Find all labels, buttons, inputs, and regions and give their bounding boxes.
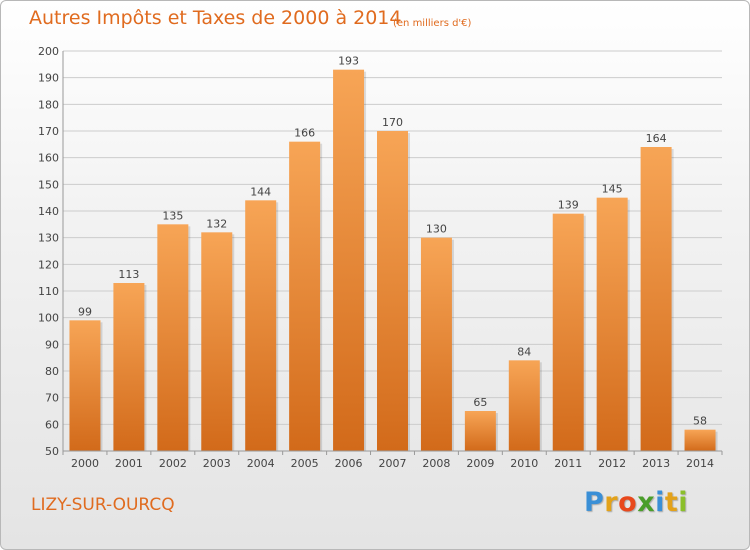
logo-letter: i <box>678 487 689 518</box>
y-tick-label: 60 <box>45 418 59 431</box>
bar <box>420 237 452 451</box>
x-tick-label: 2008 <box>422 457 450 470</box>
bar <box>552 213 584 451</box>
bar <box>640 147 672 451</box>
bar <box>377 131 408 451</box>
data-label: 164 <box>646 132 667 145</box>
y-tick-label: 200 <box>38 45 59 58</box>
data-label: 193 <box>338 55 359 68</box>
x-tick-label: 2007 <box>379 457 407 470</box>
data-label: 113 <box>118 268 139 281</box>
bar <box>508 360 540 451</box>
y-tick-label: 140 <box>38 205 59 218</box>
y-tick-label: 50 <box>45 445 59 458</box>
data-label: 130 <box>426 223 447 236</box>
x-tick-label: 2000 <box>71 457 99 470</box>
y-tick-label: 80 <box>45 365 59 378</box>
data-label: 139 <box>558 199 579 212</box>
x-tick-label: 2005 <box>291 457 319 470</box>
data-label: 135 <box>162 209 183 222</box>
bar <box>157 224 189 451</box>
x-tick-label: 2010 <box>510 457 538 470</box>
y-axis: 50 60 70 80 90 100 110 120 130 140 150 160 170 180 190… <box>38 45 64 458</box>
bar <box>333 69 365 452</box>
y-tick-label: 150 <box>38 178 59 191</box>
bars: 99 113 135 132 144 166 193 170 130 65 84 139 145 164 5… <box>69 55 718 452</box>
x-tick-label: 2014 <box>686 457 714 470</box>
data-label: 84 <box>517 345 531 358</box>
logo-letter: o <box>618 487 638 518</box>
bar <box>69 320 101 451</box>
bar <box>596 197 628 451</box>
y-tick-label: 120 <box>38 258 59 271</box>
x-tick-label: 2012 <box>598 457 626 470</box>
logo-letter: t <box>664 487 679 518</box>
y-tick-label: 100 <box>38 312 59 325</box>
y-tick-label: 160 <box>38 152 59 165</box>
bar <box>684 429 716 451</box>
x-tick-label: 2001 <box>115 457 143 470</box>
data-label: 58 <box>693 415 707 428</box>
y-tick-label: 110 <box>38 285 59 298</box>
data-label: 145 <box>602 183 623 196</box>
bar <box>464 411 496 451</box>
chart-title: Autres Impôts et Taxes de 2000 à 2014 <box>29 7 402 29</box>
y-tick-label: 130 <box>38 232 59 245</box>
y-tick-label: 70 <box>45 392 59 405</box>
logo-letter: P <box>584 487 605 518</box>
data-label: 132 <box>206 217 227 230</box>
x-tick-label: 2009 <box>466 457 494 470</box>
x-tick-label: 2013 <box>642 457 670 470</box>
x-tick-label: 2006 <box>335 457 363 470</box>
x-tick-label: 2011 <box>554 457 582 470</box>
data-label: 99 <box>78 305 92 318</box>
bar <box>113 283 145 451</box>
x-tick-label: 2002 <box>159 457 187 470</box>
data-label: 65 <box>473 396 487 409</box>
x-axis: 2000 2001 2002 2003 2004 2005 2006 2007 2008 2009… <box>62 450 723 470</box>
logo-letter: i <box>655 487 665 518</box>
bar <box>201 232 233 451</box>
x-tick-label: 2003 <box>203 457 231 470</box>
bar <box>289 141 321 451</box>
logo-letter: x <box>637 487 656 518</box>
y-tick-label: 90 <box>45 338 59 351</box>
data-label: 170 <box>382 116 403 129</box>
proxiti-logo: Proxiti <box>584 487 688 518</box>
y-tick-label: 170 <box>38 125 59 138</box>
data-label: 144 <box>250 185 271 198</box>
chart-subtitle: (en milliers d'€) <box>393 18 472 29</box>
data-label: 166 <box>294 127 315 140</box>
y-tick-label: 180 <box>38 98 59 111</box>
y-tick-label: 190 <box>38 72 59 85</box>
logo-letter: r <box>604 487 619 518</box>
commune-name: LIZY-SUR-OURCQ <box>31 495 175 515</box>
x-tick-label: 2004 <box>247 457 275 470</box>
bar <box>245 200 277 451</box>
